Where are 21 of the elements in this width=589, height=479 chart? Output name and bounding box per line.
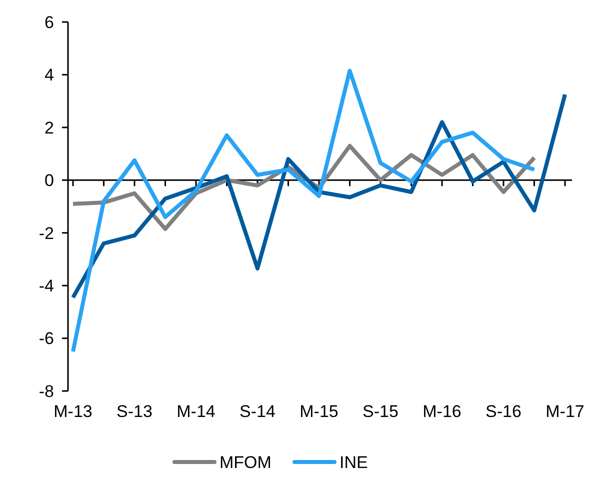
line-series (71, 68, 536, 354)
legend-label: MFOM (220, 453, 272, 472)
y-tick-label: 0 (44, 171, 54, 190)
x-tick-label: M-14 (176, 402, 216, 421)
x-tick-label: S-15 (362, 402, 398, 421)
y-tick-label: -8 (38, 382, 54, 401)
line-series (71, 92, 567, 300)
y-tick-label: -4 (38, 276, 54, 296)
x-tick-label: M-17 (546, 402, 584, 421)
y-tick-label: -6 (38, 329, 54, 348)
x-tick-label: S-14 (240, 402, 276, 421)
y-tick-label: 4 (44, 66, 54, 85)
y-tick-label: -2 (38, 224, 54, 243)
x-tick-label: S-16 (486, 402, 522, 421)
x-tick-label: M-15 (300, 402, 338, 421)
y-tick-label: 6 (44, 12, 54, 32)
x-tick-label: M-13 (54, 402, 92, 421)
x-tick-label: M-16 (422, 402, 462, 421)
y-tick-label: 2 (44, 118, 54, 138)
legend-label: INE (340, 453, 368, 472)
x-tick-label: S-13 (116, 402, 152, 421)
